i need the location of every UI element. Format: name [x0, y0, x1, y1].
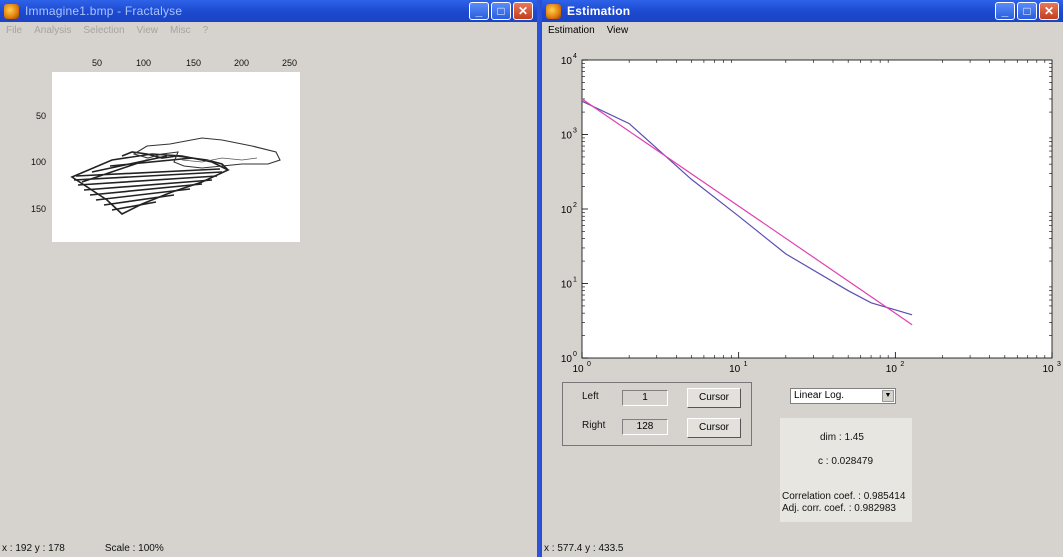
y-tick-label: 10: [561, 131, 573, 142]
y-tick-label: 10: [561, 354, 573, 365]
x-tick: 250: [282, 58, 298, 68]
y-tick-exponent: 2: [573, 202, 577, 209]
close-button[interactable]: ✕: [513, 2, 533, 20]
left-title-bar[interactable]: Immagine1.bmp - Fractalyse _ □ ✕: [0, 0, 537, 22]
left-window-title: Immagine1.bmp - Fractalyse: [25, 4, 183, 18]
y-tick: 50: [35, 111, 46, 121]
y-tick-exponent: 0: [573, 351, 577, 358]
plot-area: [581, 59, 1053, 359]
x-tick: 200: [234, 58, 250, 68]
x-tick-label: 10: [886, 364, 898, 375]
menu-selection[interactable]: Selection: [83, 25, 125, 36]
right-status-bar: x : 577.4 y : 433.5: [542, 539, 1063, 557]
x-tick: 50: [92, 58, 103, 68]
cursor-coords: x : 577.4 y : 433.5: [544, 542, 624, 554]
x-tick-exponent: 0: [587, 361, 591, 368]
matlab-app-icon: [546, 3, 561, 19]
x-tick-exponent: 3: [1057, 361, 1061, 368]
image-view[interactable]: [52, 72, 300, 242]
x-tick: 150: [186, 58, 202, 68]
y-tick-label: 10: [561, 205, 573, 216]
scale-select[interactable]: Linear Log. ▼: [790, 388, 896, 404]
x-tick-label: 10: [1042, 364, 1054, 375]
menu-file[interactable]: File: [6, 25, 23, 36]
menu-view[interactable]: View: [136, 25, 159, 36]
series-line-1: [581, 100, 913, 316]
x-tick-exponent: 2: [900, 361, 904, 368]
c-result: c : 0.028479: [818, 456, 874, 467]
x-tick: 100: [136, 58, 152, 68]
x-tick-exponent: 1: [744, 361, 748, 368]
menu-analysis[interactable]: Analysis: [34, 25, 72, 36]
y-tick-label: 10: [561, 56, 573, 67]
y-tick-exponent: 4: [573, 53, 577, 60]
x-tick-label: 10: [572, 364, 584, 375]
correlation-result: Correlation coef. : 0.985414: [782, 491, 906, 502]
dropdown-arrow-icon[interactable]: ▼: [882, 390, 894, 402]
menu-misc[interactable]: Misc: [170, 25, 191, 36]
fractal-image: [70, 137, 281, 215]
dim-result: dim : 1.45: [820, 432, 864, 443]
matlab-app-icon: [4, 3, 19, 19]
left-status-bar: x : 192 y : 178 Scale : 100%: [0, 539, 537, 557]
minimize-button[interactable]: _: [995, 2, 1015, 20]
series-line-2: [581, 98, 913, 326]
left-cursor-button[interactable]: Cursor: [687, 388, 741, 408]
estimation-plot[interactable]: 10 0 10 1 10 2 10 310 010 110 210 310 4: [542, 38, 1063, 383]
menu-help[interactable]: ?: [202, 25, 209, 36]
cursor-coords: x : 192 y : 178: [2, 542, 65, 554]
adj-correlation-result: Adj. corr. coef. : 0.982983: [782, 503, 896, 514]
right-window-title: Estimation: [567, 4, 631, 18]
window-gap: [537, 0, 541, 557]
menu-view[interactable]: View: [606, 25, 629, 36]
right-label: Right: [582, 420, 606, 431]
results-panel: [780, 418, 912, 522]
scale-select-value: Linear Log.: [794, 390, 845, 401]
y-tick-exponent: 1: [573, 277, 577, 284]
scale-readout: Scale : 100%: [104, 542, 164, 554]
menu-estimation[interactable]: Estimation: [548, 25, 595, 36]
right-field[interactable]: 128: [622, 419, 668, 435]
minimize-button[interactable]: _: [469, 2, 489, 20]
y-tick: 150: [30, 204, 46, 214]
maximize-button[interactable]: □: [491, 2, 511, 20]
left-label: Left: [582, 391, 599, 402]
maximize-button[interactable]: □: [1017, 2, 1037, 20]
right-menu-bar: Estimation View: [542, 22, 1063, 39]
estimation-window: Estimation _ □ ✕ Estimation View 10 0 10 1 1…: [540, 0, 1063, 557]
close-button[interactable]: ✕: [1039, 2, 1059, 20]
right-cursor-button[interactable]: Cursor: [687, 418, 741, 438]
left-menu-bar: File Analysis Selection View Misc ?: [0, 22, 537, 39]
fractalyse-window: Immagine1.bmp - Fractalyse _ □ ✕ File An…: [0, 0, 538, 557]
y-tick: 100: [30, 157, 46, 167]
x-tick-label: 10: [729, 364, 741, 375]
left-field[interactable]: 1: [622, 390, 668, 406]
y-tick-label: 10: [561, 280, 573, 291]
right-title-bar[interactable]: Estimation _ □ ✕: [542, 0, 1063, 22]
y-tick-exponent: 3: [573, 128, 577, 135]
